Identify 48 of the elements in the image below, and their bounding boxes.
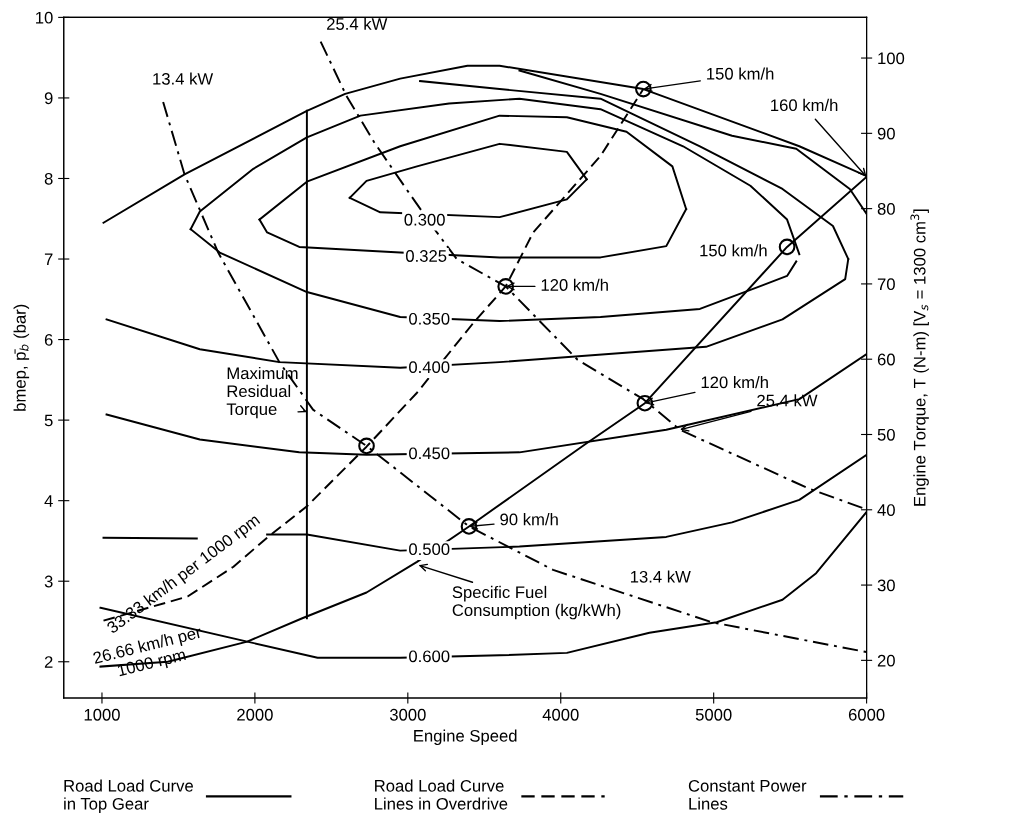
x-tick-label: 4000 bbox=[542, 708, 579, 721]
y2-tick-label: 90 bbox=[877, 127, 895, 140]
x-tick-label: 1000 bbox=[84, 708, 120, 721]
y2-tick-label: 80 bbox=[877, 203, 895, 215]
annotation: 0.600 bbox=[409, 650, 450, 663]
y2-tick-label: 100 bbox=[878, 52, 905, 65]
annotation: 0.325 bbox=[405, 250, 447, 262]
annotation: 150 km/h bbox=[707, 67, 774, 80]
legend-label: Constant Power Lines bbox=[688, 779, 807, 810]
y2-tick-label: 60 bbox=[877, 353, 895, 366]
annotation: Maximum Residual Torque bbox=[226, 366, 298, 419]
x-tick-label: 5000 bbox=[695, 708, 732, 721]
x-tick-label: 6000 bbox=[848, 708, 885, 721]
y-tick-label: 8 bbox=[44, 172, 53, 185]
x-tick-label: 3000 bbox=[389, 708, 426, 721]
annotation: 13.4 kW bbox=[153, 72, 214, 85]
annotation: 0.500 bbox=[409, 543, 450, 556]
y-tick-label: 7 bbox=[44, 253, 53, 266]
y-tick-label: 3 bbox=[44, 575, 53, 588]
y2-tick-label: 40 bbox=[877, 504, 895, 516]
annotation: 0.450 bbox=[409, 447, 450, 460]
annotation: 0.400 bbox=[409, 361, 450, 374]
y-tick-label: 6 bbox=[44, 333, 53, 346]
annotation: 0.300 bbox=[404, 213, 445, 226]
y-tick-label: 5 bbox=[44, 414, 53, 427]
annotation: 0.350 bbox=[409, 312, 450, 325]
x-axis-title: Engine Speed bbox=[414, 729, 517, 746]
y-tick-label: 4 bbox=[44, 495, 53, 507]
annotation: 120 km/h bbox=[541, 278, 608, 291]
annotation: 120 km/h bbox=[701, 375, 768, 389]
y-tick-label: 2 bbox=[44, 656, 53, 668]
y-tick-label: 10 bbox=[36, 11, 53, 24]
y2-tick-label: 20 bbox=[877, 654, 895, 667]
y-tick-label: 9 bbox=[44, 92, 53, 105]
y2-tick-label: 50 bbox=[877, 428, 895, 441]
x-tick-label: 2000 bbox=[237, 708, 273, 721]
y2-tick-label: 30 bbox=[877, 579, 895, 592]
y2-axis-title: Engine Torque, T (N-m) [V$_{s}$ = 1300 cm$^{3}$] bbox=[910, 209, 929, 506]
legend-label: Road Load Curve in Top Gear bbox=[64, 779, 193, 813]
y2-tick-label: 70 bbox=[877, 278, 895, 291]
legend-label: Road Load Curve Lines in Overdrive bbox=[375, 779, 508, 810]
annotation: Specific Fuel Consumption (kg/kWh) bbox=[452, 585, 621, 620]
annotation: 90 km/h bbox=[500, 513, 558, 526]
annotation: 13.4 kW bbox=[630, 570, 691, 583]
annotation: 160 km/h bbox=[771, 98, 838, 112]
annotation: 150 km/h bbox=[700, 244, 767, 257]
y-axis-title: bmep, p̄$_{b}$ (bar) bbox=[13, 304, 30, 411]
annotation: 25.4 kW bbox=[327, 17, 388, 30]
